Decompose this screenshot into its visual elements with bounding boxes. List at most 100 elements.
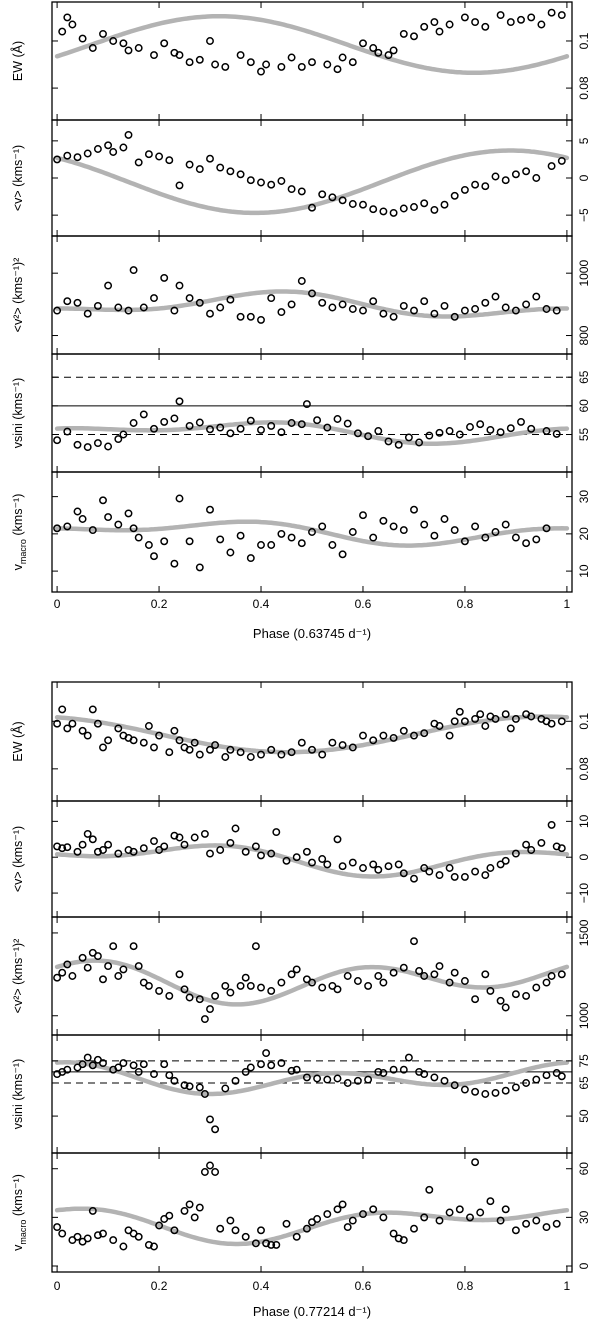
data-point	[58, 844, 67, 853]
data-point	[236, 51, 245, 60]
y-axis-label-v1: <v> (kms⁻¹)	[11, 826, 25, 892]
data-point	[63, 427, 72, 436]
data-point	[430, 531, 439, 540]
data-point	[333, 1074, 342, 1083]
y-tick-label: 20	[577, 527, 591, 541]
data-point	[348, 1216, 357, 1225]
data-point	[165, 1071, 174, 1080]
data-point	[532, 174, 541, 182]
data-point	[88, 1206, 97, 1215]
y-tick-label: 1000	[577, 1002, 591, 1029]
data-point	[425, 431, 434, 440]
data-point	[292, 853, 301, 862]
data-point	[124, 509, 133, 518]
data-point	[435, 428, 444, 437]
data-point	[374, 427, 383, 435]
data-point	[287, 419, 296, 427]
data-point	[501, 303, 510, 312]
data-point	[104, 442, 113, 451]
data-point	[435, 962, 444, 971]
data-point	[150, 1070, 158, 1079]
data-point	[292, 965, 301, 974]
data-point	[211, 1168, 220, 1176]
data-point	[129, 419, 138, 427]
data-point	[532, 1075, 541, 1084]
y-tick-label: 75	[577, 1054, 591, 1068]
y-axis-label-vmacro: vmacro (kms⁻¹)	[11, 494, 28, 571]
y-axis-label-vsini: vsini (kms⁻¹)	[11, 378, 25, 448]
data-point	[246, 416, 255, 425]
data-point	[109, 942, 118, 951]
y-tick-label: 30	[577, 1210, 591, 1224]
data-point	[170, 559, 179, 568]
data-point	[297, 539, 306, 548]
data-point	[63, 297, 72, 306]
fit-curve-vsini	[54, 420, 570, 446]
data-point	[486, 425, 495, 434]
data-point	[420, 1213, 429, 1222]
data-point	[338, 550, 347, 559]
data-point	[63, 724, 72, 733]
data-point	[88, 1061, 97, 1070]
data-point	[353, 977, 362, 985]
data-point	[328, 303, 337, 312]
data-point	[155, 731, 164, 740]
data-point	[297, 277, 306, 285]
fit-curve-ew	[54, 714, 570, 755]
data-point	[297, 187, 306, 196]
data-point	[83, 829, 92, 838]
data-point	[425, 867, 434, 876]
data-point	[93, 1231, 102, 1240]
data-point	[348, 528, 357, 536]
data-point	[221, 753, 230, 761]
data-point	[333, 65, 342, 74]
data-point	[323, 423, 332, 432]
data-point	[134, 533, 143, 542]
panel-vmacro: 10 20 30 vmacro (kms⁻¹)	[11, 471, 591, 593]
data-point	[359, 39, 367, 48]
data-point	[389, 968, 398, 977]
data-point	[246, 312, 255, 321]
data-point	[160, 537, 169, 546]
data-point	[287, 533, 296, 542]
data-point	[267, 986, 276, 995]
data-point	[63, 1065, 72, 1074]
data-point	[139, 410, 148, 419]
data-point	[170, 1226, 179, 1235]
data-point	[109, 148, 118, 156]
data-point	[83, 443, 92, 452]
data-point	[216, 535, 225, 544]
x-tick-label: 0.8	[457, 1279, 474, 1293]
data-point	[511, 1226, 520, 1235]
data-point	[389, 1065, 398, 1074]
data-point	[206, 309, 214, 318]
panel-vsini: 55 60 65 vsini (kms⁻¹)	[11, 353, 591, 473]
data-point	[211, 1125, 220, 1134]
data-point	[308, 58, 316, 67]
data-point	[547, 719, 556, 728]
data-point	[404, 1053, 413, 1062]
data-point	[450, 968, 459, 977]
data-point	[83, 963, 92, 972]
data-point	[450, 526, 459, 535]
data-point	[430, 309, 439, 318]
x-tick-label: 0.2	[151, 597, 168, 611]
y-tick-label: 0	[577, 1262, 591, 1269]
data-point	[547, 820, 556, 829]
data-point	[527, 846, 536, 854]
data-point	[399, 301, 408, 310]
data-point	[104, 736, 113, 745]
x-tick-label: 0.8	[457, 597, 474, 611]
data-point	[415, 438, 424, 447]
data-point	[455, 430, 464, 439]
data-point	[420, 972, 429, 980]
data-point	[206, 505, 214, 514]
data-point	[542, 978, 551, 987]
y-tick-label: 55	[577, 427, 591, 441]
data-point	[206, 849, 214, 858]
data-point	[511, 714, 520, 723]
data-point	[99, 29, 107, 38]
data-point	[150, 837, 158, 846]
data-point	[308, 528, 316, 536]
